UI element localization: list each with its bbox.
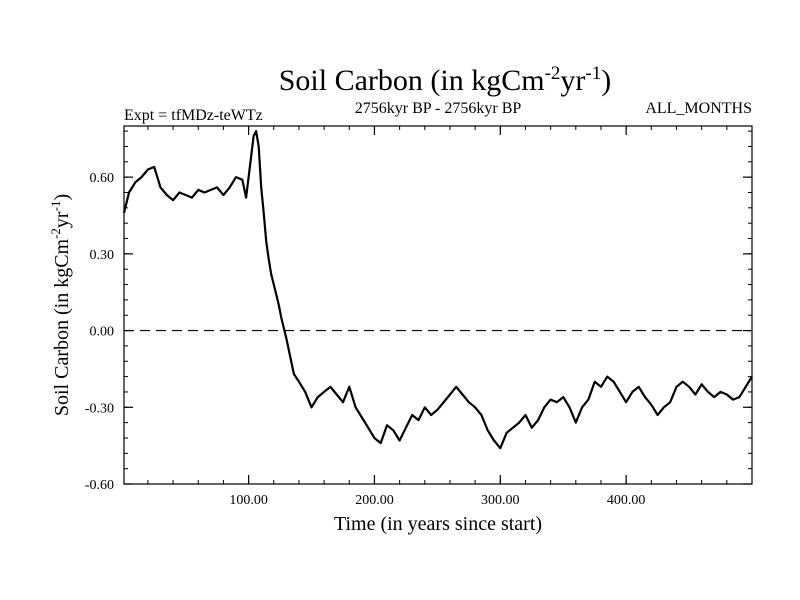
x-tick-label: 200.00 — [355, 493, 394, 508]
y-tick-label: 0.00 — [90, 325, 115, 340]
x-axis-label: Time (in years since start) — [334, 513, 542, 535]
y-tick-label: -0.60 — [85, 478, 114, 493]
series-line-soil-carbon — [122, 130, 753, 450]
x-tick-label: 300.00 — [481, 493, 520, 508]
y-axis-label: Soil Carbon (in kgCm-2yr-1) — [48, 194, 73, 416]
y-tick-label: 0.30 — [90, 248, 115, 263]
x-tick-label: 400.00 — [607, 493, 646, 508]
experiment-label: Expt = tfMDz-teWTz — [124, 107, 263, 124]
period-label: 2756kyr BP - 2756kyr BP — [355, 100, 522, 117]
y-tick-label: -0.30 — [85, 401, 114, 416]
y-tick-label: 0.60 — [90, 171, 115, 186]
x-tick-label: 100.00 — [229, 493, 268, 508]
plot-frame — [123, 125, 753, 485]
axis-ticks — [124, 126, 752, 485]
tick-labels: 100.00 200.00 300.00 400.00 -0.60 -0.30 0.00 0.… — [85, 171, 646, 508]
months-label: ALL_MONTHS — [645, 100, 752, 117]
chart-title: Soil Carbon (in kgCm-2yr-1) — [279, 63, 612, 97]
